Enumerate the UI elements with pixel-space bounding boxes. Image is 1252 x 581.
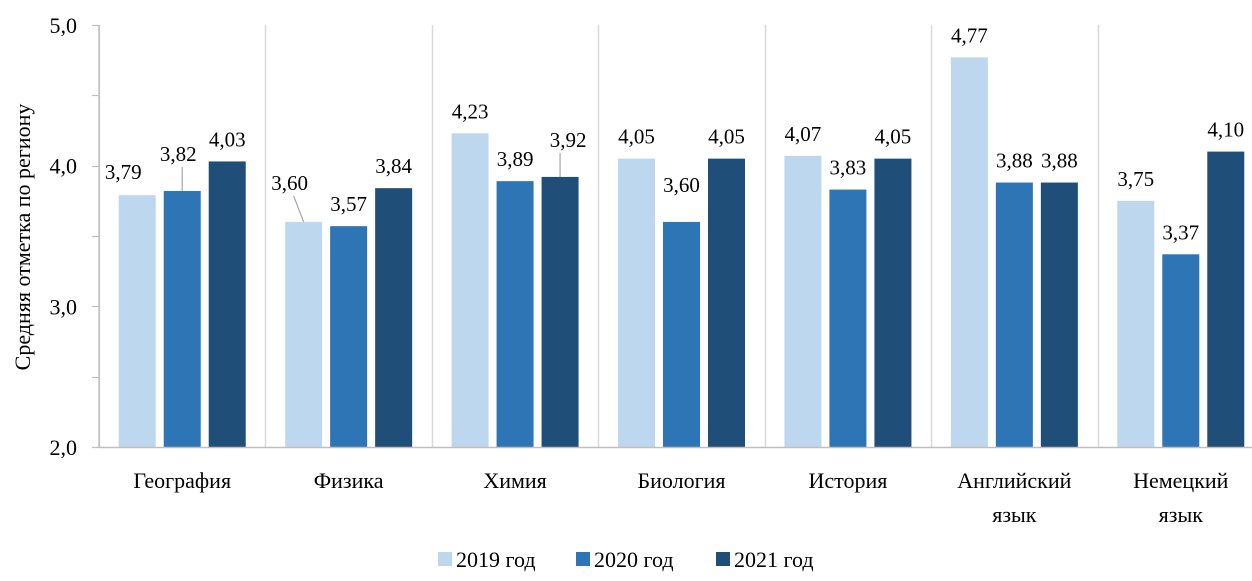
bar: [375, 188, 412, 447]
x-category-label: Физика: [314, 468, 384, 493]
bars-layer: [119, 57, 1245, 447]
data-label: 3,82: [160, 142, 197, 166]
legend: 2019 год 2020 год 2021 год: [438, 547, 814, 572]
bar: [164, 191, 201, 447]
data-label: 4,05: [708, 125, 745, 149]
bar: [874, 159, 911, 447]
data-label: 3,83: [830, 156, 867, 180]
x-category-label: Химия: [483, 468, 546, 493]
bar: [1207, 152, 1244, 447]
data-label: 3,57: [330, 192, 367, 216]
data-label: 3,88: [996, 149, 1033, 173]
data-label: 3,88: [1041, 149, 1078, 173]
data-label: 4,03: [209, 127, 246, 151]
data-label: 3,89: [497, 147, 534, 171]
legend-swatch: [576, 552, 590, 566]
y-tick-label: 4,0: [50, 154, 78, 179]
data-label: 3,75: [1117, 167, 1154, 191]
bar: [285, 222, 322, 447]
bar: [996, 183, 1033, 447]
data-label: 4,10: [1207, 118, 1244, 142]
legend-swatch: [716, 552, 730, 566]
legend-label: 2021 год: [734, 547, 814, 572]
legend-label: 2019 год: [456, 547, 536, 572]
x-category-label: Немецкий: [1133, 468, 1229, 493]
data-label: 4,05: [618, 125, 655, 149]
bar: [330, 226, 367, 447]
data-label: 3,84: [375, 154, 412, 178]
bar: [663, 222, 700, 447]
data-label: 4,23: [452, 99, 489, 123]
bar: [1162, 254, 1199, 447]
x-category-label: язык: [1159, 502, 1204, 527]
legend-swatch: [438, 552, 452, 566]
data-label: 3,60: [271, 171, 308, 195]
bar: [209, 161, 246, 447]
bar: [452, 133, 489, 447]
y-tick-label: 2,0: [50, 435, 78, 460]
bar: [1041, 183, 1078, 447]
x-category-label: Биология: [637, 468, 725, 493]
bar: [1117, 201, 1154, 447]
legend-label: 2020 год: [594, 547, 674, 572]
bar: [784, 156, 821, 447]
data-label-leader-line: [294, 196, 304, 222]
bar: [119, 195, 156, 447]
y-axis-title: Средняя отметка по региону: [10, 104, 35, 371]
data-label: 3,92: [550, 128, 587, 152]
data-label: 3,37: [1162, 220, 1199, 244]
x-category-label: История: [808, 468, 887, 493]
bar: [618, 159, 655, 447]
data-label: 4,07: [785, 122, 822, 146]
bar: [497, 181, 534, 447]
y-tick-label: 5,0: [50, 13, 78, 38]
x-category-label: язык: [992, 502, 1037, 527]
bar: [829, 190, 866, 447]
data-label: 4,77: [951, 23, 988, 47]
y-tick-label: 3,0: [50, 294, 78, 319]
bar: [951, 57, 988, 447]
x-category-label: Английский: [957, 468, 1071, 493]
data-label: 4,05: [875, 125, 912, 149]
x-category-label: География: [133, 468, 231, 493]
data-label: 3,60: [663, 173, 700, 197]
data-label: 3,79: [105, 160, 142, 184]
bar: [542, 177, 579, 447]
bar: [708, 159, 745, 447]
